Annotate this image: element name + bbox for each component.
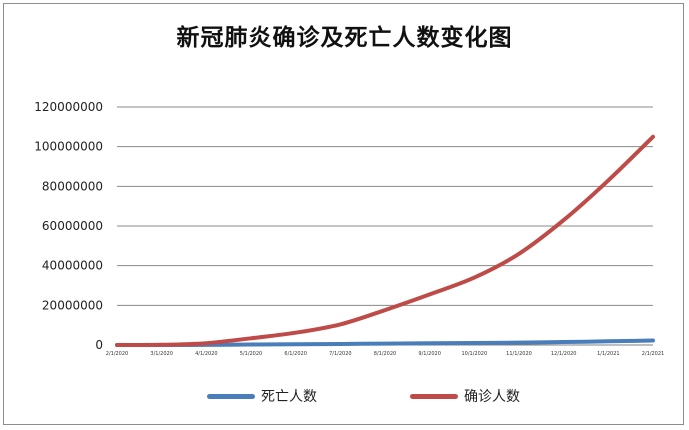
x-tick-label: 10/1/2020 [462, 351, 488, 357]
y-tick-label: 40000000 [42, 259, 103, 273]
x-tick-label: 9/1/2020 [418, 351, 440, 357]
x-tick-label: 1/1/2021 [597, 351, 619, 357]
legend-item-deaths: 死亡人数 [207, 386, 317, 406]
series-lines [115, 134, 655, 348]
y-tick-label: 100000000 [34, 140, 103, 154]
chart-title: 新冠肺炎确诊及死亡人数变化图 [176, 24, 513, 51]
gridlines [117, 106, 653, 346]
legend-label-confirmed: 确诊人数 [464, 389, 520, 405]
x-tick-label: 3/1/2020 [150, 351, 172, 357]
series-line-confirmed [115, 134, 655, 348]
x-tick-label: 8/1/2020 [374, 351, 396, 357]
legend-swatch-deaths [207, 393, 255, 399]
x-tick-label: 2/1/2020 [106, 351, 128, 357]
y-tick-label: 60000000 [42, 219, 103, 233]
x-tick-label: 12/1/2020 [551, 351, 577, 357]
y-tick-label: 80000000 [42, 179, 103, 193]
y-tick-label: 120000000 [34, 100, 103, 114]
legend-item-confirmed: 确诊人数 [410, 386, 520, 406]
legend-swatch-confirmed [410, 393, 458, 399]
y-tick-label: 20000000 [42, 298, 103, 312]
x-tick-label: 7/1/2020 [329, 351, 351, 357]
x-tick-label: 4/1/2020 [195, 351, 217, 357]
x-tick-label: 6/1/2020 [284, 351, 306, 357]
x-tick-label: 5/1/2020 [240, 351, 262, 357]
x-tick-label: 11/1/2020 [506, 351, 532, 357]
legend-label-deaths: 死亡人数 [261, 389, 317, 405]
x-axis-tick-labels: 2/1/2020 3/1/2020 4/1/2020 5/1/2020 6/1/2020… [106, 351, 664, 357]
y-tick-label: 0 [95, 338, 103, 352]
y-axis-tick-labels: 0 20000000 40000000 60000000 80000000 1000000… [34, 100, 103, 352]
x-tick-label: 2/1/2021 [642, 351, 664, 357]
